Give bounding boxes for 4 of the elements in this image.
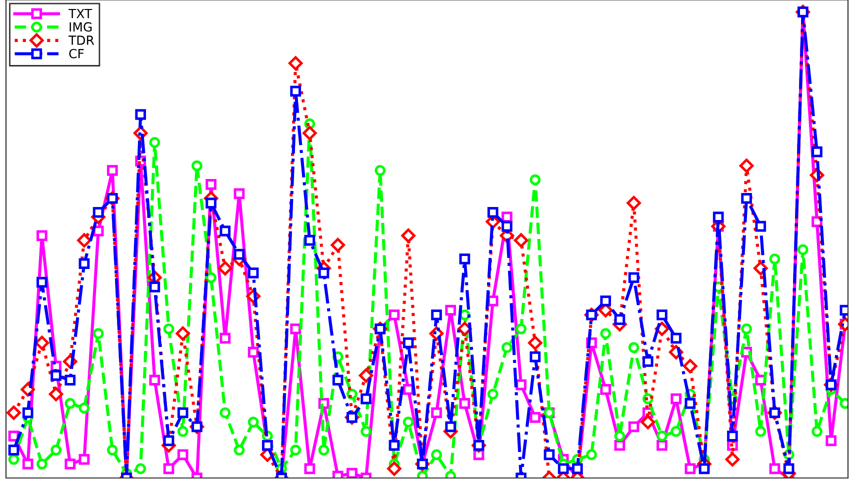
legend-label: CF [69, 48, 84, 58]
legend-label: IMG [70, 22, 92, 32]
legend-label: TDR [68, 36, 94, 45]
legend-label: TXT [68, 8, 92, 18]
